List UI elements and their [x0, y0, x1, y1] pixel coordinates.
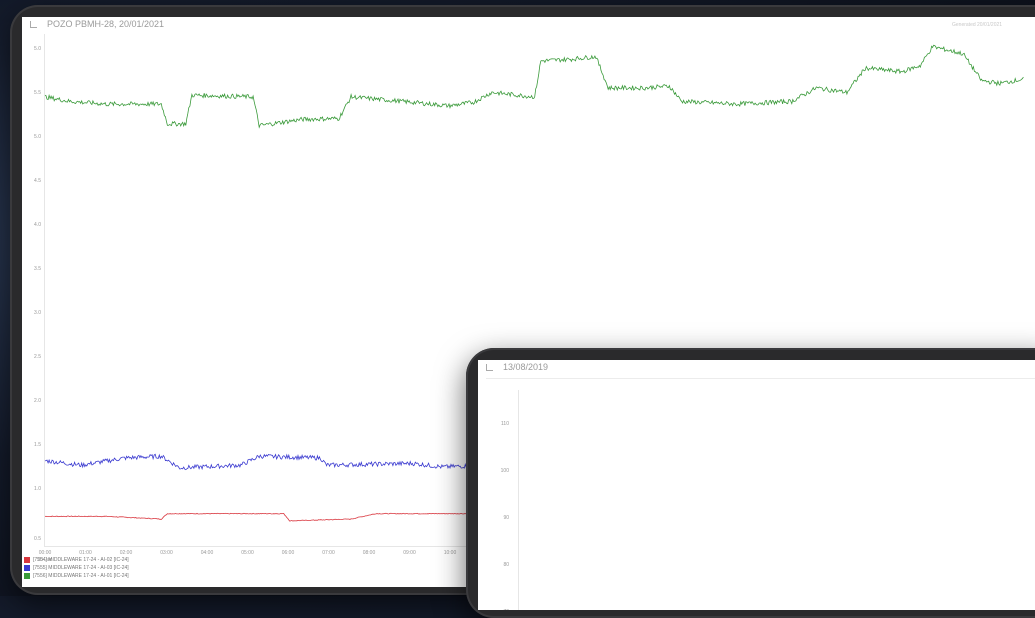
generated-label: Generated 20/01/2021 — [952, 22, 1003, 28]
series-line — [44, 44, 1024, 129]
tablet-device-2: 13/08/2019 110 100 90 80 70 — [466, 348, 1035, 618]
line-chart-2: 110 100 90 80 70 — [501, 421, 510, 610]
legend-item[interactable]: [7556] MIDDLEWARE 17-24 - AI-01 [IC-24] — [24, 572, 129, 580]
y-tick-label: 4.0 — [34, 222, 41, 228]
y-tick-label: 70 — [503, 609, 509, 610]
x-tick-label: 08:00 — [363, 550, 376, 556]
tablet-device-1: POZO PBMH-28, 20/01/2021 Generated 20/01… — [10, 5, 1035, 595]
line-chart-1: 5.0 5.5 5.0 4.5 4.0 3.5 3.0 2.5 2.0 1.5 1.0 0.5 00:0… — [34, 44, 1024, 563]
y-tick-label: 5.0 — [34, 134, 41, 140]
legend-label: [7554] MIDDLEWARE 17-24 - AI-02 [IC-24] — [33, 557, 129, 563]
x-tick-label: 04:00 — [201, 550, 214, 556]
menu-icon[interactable] — [30, 21, 37, 28]
y-tick-label: 5.0 — [34, 46, 41, 52]
y-tick-label: 3.0 — [34, 310, 41, 316]
chart-title: POZO PBMH-28, 20/01/2021 — [47, 19, 165, 29]
x-tick-label: 10:00 — [444, 550, 457, 556]
x-tick-label: 01:00 — [79, 550, 92, 556]
x-sub-label: 20 Jan — [37, 557, 52, 563]
y-tick-label: 110 — [501, 421, 509, 427]
chart-legend: [7554] MIDDLEWARE 17-24 - AI-02 [IC-24] [… — [24, 556, 129, 580]
y-tick-label: 80 — [503, 562, 509, 568]
legend-label: [7556] MIDDLEWARE 17-24 - AI-01 [IC-24] — [33, 573, 129, 579]
x-tick-label: 09:00 — [403, 550, 416, 556]
y-tick-label: 90 — [503, 515, 509, 521]
x-tick-label: 07:00 — [322, 550, 335, 556]
y-tick-label: 5.5 — [34, 90, 41, 96]
y-tick-label: 1.5 — [34, 442, 41, 448]
plot-area-2: 110 100 90 80 70 — [501, 390, 1035, 610]
plot-area-1: 5.0 5.5 5.0 4.5 4.0 3.5 3.0 2.5 2.0 1.5 1.0 0.5 00:0… — [34, 34, 1035, 563]
x-tick-label: 06:00 — [282, 550, 295, 556]
legend-swatch — [24, 565, 30, 571]
chart-screen-2: 13/08/2019 110 100 90 80 70 — [478, 360, 1035, 610]
chart-title-2: 13/08/2019 — [503, 362, 549, 372]
header-divider — [486, 378, 1035, 379]
x-tick-label: 05:00 — [241, 550, 254, 556]
legend-item[interactable]: [7554] MIDDLEWARE 17-24 - AI-02 [IC-24] — [24, 556, 129, 564]
y-tick-label: 100 — [501, 468, 510, 474]
x-tick-label: 02:00 — [120, 550, 133, 556]
legend-swatch — [24, 573, 30, 579]
x-tick-label: 03:00 — [160, 550, 173, 556]
menu-icon[interactable] — [486, 364, 493, 371]
y-tick-label: 2.0 — [34, 398, 41, 404]
x-tick-label: 00:00 — [39, 550, 52, 556]
legend-label: [7555] MIDDLEWARE 17-24 - AI-03 [IC-24] — [33, 565, 129, 571]
y-tick-label: 3.5 — [34, 266, 41, 272]
legend-swatch — [24, 557, 30, 563]
y-tick-label: 4.5 — [34, 178, 41, 184]
y-tick-label: 0.5 — [34, 536, 41, 542]
y-tick-label: 2.5 — [34, 354, 41, 360]
y-tick-label: 1.0 — [34, 486, 41, 492]
legend-item[interactable]: [7555] MIDDLEWARE 17-24 - AI-03 [IC-24] — [24, 564, 129, 572]
